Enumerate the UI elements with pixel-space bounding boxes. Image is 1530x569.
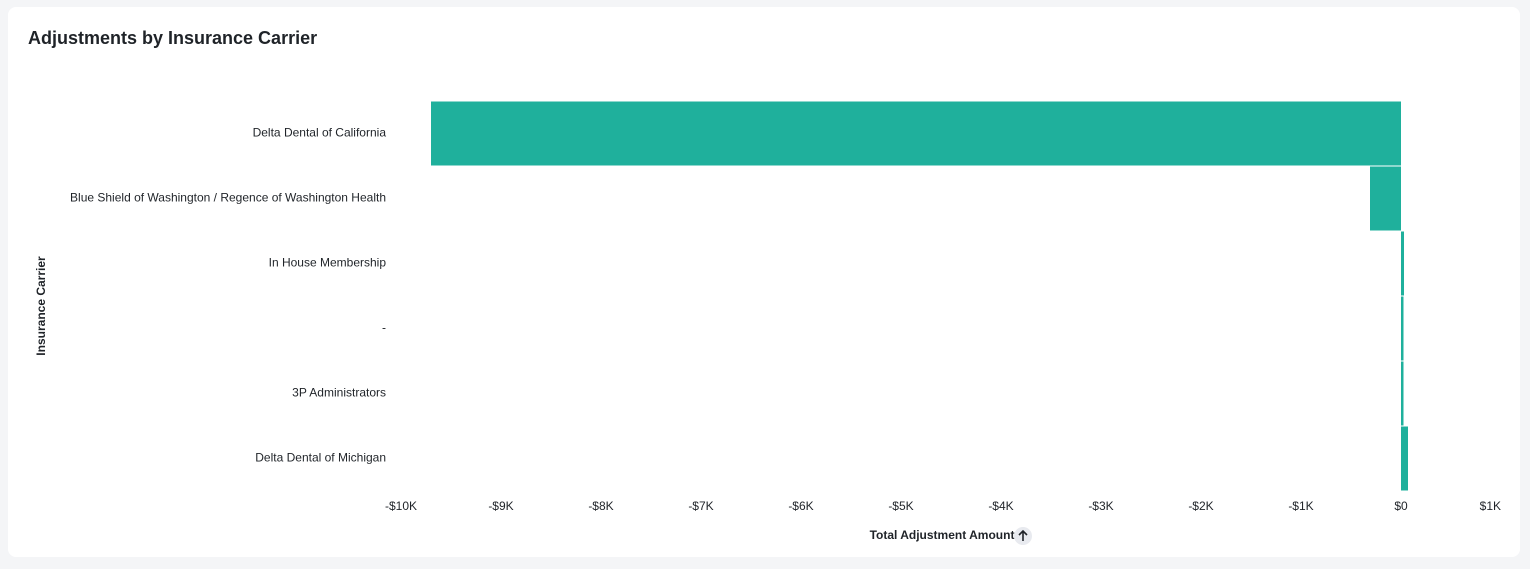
y-axis-title: Insurance Carrier bbox=[34, 256, 48, 356]
x-tick-label: $0 bbox=[1394, 499, 1408, 513]
y-tick-label: Delta Dental of California bbox=[253, 126, 387, 140]
x-tick-label: -$7K bbox=[688, 499, 713, 513]
x-tick-label: -$9K bbox=[488, 499, 513, 513]
y-tick-label: Delta Dental of Michigan bbox=[255, 451, 386, 465]
x-tick-label: -$8K bbox=[588, 499, 613, 513]
sort-icon bbox=[1014, 527, 1032, 545]
y-tick-label: Blue Shield of Washington / Regence of W… bbox=[70, 191, 386, 205]
y-tick-label: In House Membership bbox=[269, 256, 387, 270]
bar bbox=[1401, 231, 1404, 296]
x-axis-title: Total Adjustment Amount bbox=[870, 528, 1015, 542]
x-tick-label: -$2K bbox=[1188, 499, 1213, 513]
bar bbox=[1401, 296, 1404, 361]
x-tick-label: -$5K bbox=[888, 499, 913, 513]
x-tick-label: -$3K bbox=[1088, 499, 1113, 513]
bar bbox=[1370, 166, 1401, 231]
x-tick-label: -$1K bbox=[1288, 499, 1313, 513]
card bbox=[8, 7, 1520, 557]
x-tick-label: -$6K bbox=[788, 499, 813, 513]
bar bbox=[1401, 361, 1404, 426]
y-tick-label: - bbox=[382, 321, 386, 335]
bar bbox=[431, 101, 1401, 166]
x-tick-label: -$10K bbox=[385, 499, 417, 513]
x-tick-label: -$4K bbox=[988, 499, 1013, 513]
chart-title: Adjustments by Insurance Carrier bbox=[28, 28, 317, 48]
y-tick-label: 3P Administrators bbox=[292, 386, 386, 400]
x-tick-label: $1K bbox=[1480, 499, 1501, 513]
bar bbox=[1401, 426, 1408, 491]
